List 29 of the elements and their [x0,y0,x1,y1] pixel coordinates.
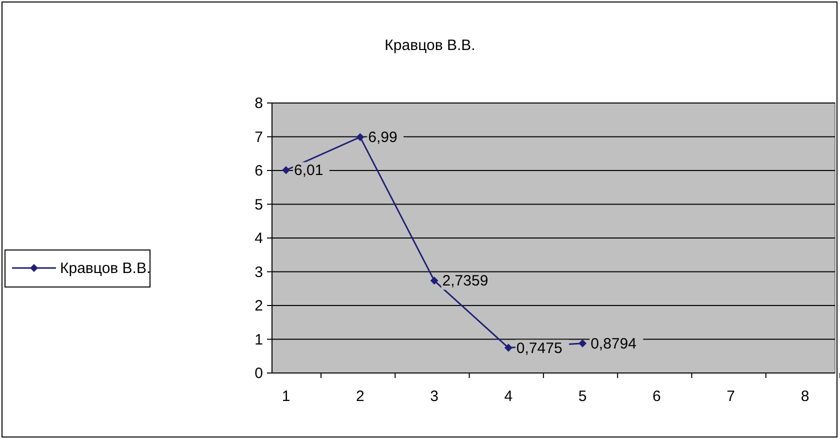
point [430,276,438,285]
x-tick-label: 4 [504,388,513,405]
legend-label: Кравцов В.В. [60,260,151,277]
y-tick-label: 6 [254,162,263,180]
y-tick-label: 3 [254,264,263,281]
y-tick-label: 5 [254,196,263,214]
x-tick-label: 3 [430,388,438,405]
point [356,133,364,142]
point [504,344,512,352]
x-tick-label: 6 [652,388,661,405]
data-label: 6,01 [294,162,324,180]
point [578,339,587,348]
data-label: 6,99 [368,129,398,146]
x-tick-label: 8 [800,388,810,405]
x-tick-label: 2 [356,388,364,405]
x-tick-label: 7 [726,388,736,405]
y-tick-label: 2 [254,298,263,314]
data-label: 0,8794 [590,335,636,352]
point [282,166,290,174]
y-tick-label: 4 [254,230,263,247]
y-tick-label: 7 [254,128,263,146]
x-tick-label: 5 [578,388,587,405]
data-label: 0,7475 [516,340,562,357]
chart-title: Кравцов В.В. [384,37,476,54]
x-tick-label: 1 [282,388,290,405]
data-label: 2,7359 [442,272,488,290]
y-tick-label: 1 [254,331,263,348]
y-tick-label: 8 [254,95,263,112]
y-tick-label: 0 [254,365,263,382]
